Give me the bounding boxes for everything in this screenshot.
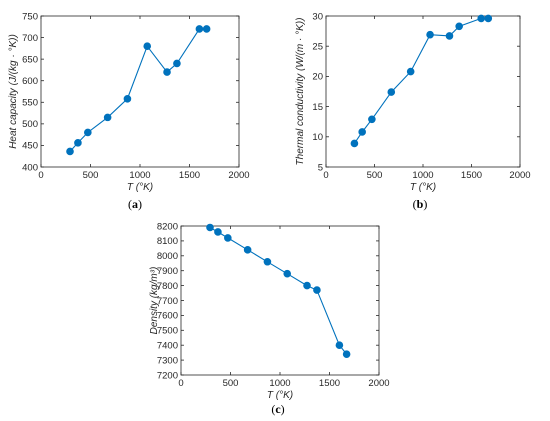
- data-point: [84, 128, 92, 137]
- data-point: [243, 246, 252, 254]
- data-point: [477, 14, 486, 23]
- data-point: [173, 59, 181, 68]
- y-axis-label: Density (kg/m³): [149, 267, 160, 335]
- x-tick-label: 0: [323, 170, 328, 181]
- series-line: [353, 17, 489, 144]
- y-tick-label: 5: [318, 162, 323, 173]
- y-tick-label: 650: [22, 54, 38, 65]
- data-point: [445, 32, 454, 40]
- data-point: [484, 14, 493, 23]
- panel-caption: (b): [413, 197, 428, 211]
- x-axis-label: T (°K): [127, 182, 153, 193]
- data-point: [66, 147, 74, 156]
- data-point: [342, 350, 351, 358]
- series-line: [209, 227, 348, 355]
- data-point: [123, 95, 132, 103]
- data-point: [335, 341, 344, 350]
- panel-thermal-conductivity: 0 500 1000 1500 2000 5 10 15 20 25 30 T (°K) Thermal…: [295, 11, 531, 211]
- data-point: [350, 139, 359, 148]
- y-tick-label: 7500: [157, 326, 178, 337]
- y-tick-label: 600: [22, 76, 38, 87]
- x-tick-label: 1500: [319, 378, 340, 389]
- data-point: [103, 113, 112, 122]
- data-point: [358, 128, 366, 136]
- y-tick-label: 15: [312, 102, 323, 113]
- data-point: [387, 88, 396, 96]
- x-tick-label: 1500: [461, 170, 482, 181]
- data-point: [263, 257, 272, 266]
- data-point: [202, 25, 211, 33]
- data-point: [143, 42, 152, 51]
- y-tick-label: 30: [312, 11, 323, 22]
- y-axis-label: Thermal conductivity (W/(m · °K)): [295, 18, 306, 166]
- y-tick-label: 25: [312, 42, 323, 53]
- panel-caption: (a): [128, 197, 142, 211]
- y-tick-label: 450: [22, 141, 38, 152]
- y-tick-label: 750: [22, 11, 38, 22]
- data-point: [74, 139, 82, 147]
- y-tick-label: 20: [312, 72, 323, 83]
- data-point: [224, 234, 232, 242]
- y-tick-label: 8200: [157, 221, 178, 232]
- x-tick-label: 1000: [412, 170, 433, 181]
- y-tick-label: 7700: [157, 296, 178, 307]
- data-point: [163, 68, 171, 76]
- x-tick-label: 2000: [228, 170, 249, 181]
- data-point: [455, 22, 463, 31]
- x-tick-label: 1500: [179, 170, 200, 181]
- y-tick-label: 550: [22, 98, 38, 109]
- panel-caption: (c): [271, 402, 284, 416]
- y-tick-label: 7300: [157, 355, 178, 366]
- x-axis-label: T (°K): [410, 182, 436, 193]
- x-tick-label: 2000: [368, 378, 389, 389]
- x-tick-label: 500: [367, 170, 383, 181]
- data-point: [303, 281, 311, 290]
- y-tick-label: 500: [22, 119, 38, 130]
- x-tick-label: 500: [223, 378, 239, 389]
- data-point: [313, 286, 321, 294]
- data-point: [214, 228, 222, 236]
- panel-heat-capacity: 0 500 1000 1500 2000 400 450 500 550 600 650 700 750…: [8, 11, 250, 211]
- data-point: [406, 67, 415, 76]
- data-point: [368, 115, 376, 124]
- y-tick-label: 7200: [157, 370, 178, 381]
- y-tick-label: 7400: [157, 341, 178, 352]
- panel-density: 0 500 1000 1500 2000 7200 7300 7400 7500 7600 7700…: [149, 221, 390, 416]
- data-point: [283, 269, 292, 278]
- plot-area-frame: [40, 15, 240, 168]
- y-tick-label: 7900: [157, 266, 178, 277]
- x-tick-label: 0: [38, 170, 43, 181]
- data-point: [195, 25, 204, 33]
- y-tick-label: 7800: [157, 281, 178, 292]
- y-tick-label: 8100: [157, 236, 178, 247]
- y-tick-label: 7600: [157, 311, 178, 322]
- x-tick-label: 1000: [129, 170, 150, 181]
- x-tick-label: 0: [178, 378, 183, 389]
- x-tick-label: 1000: [269, 378, 290, 389]
- y-tick-label: 10: [312, 132, 323, 143]
- x-tick-label: 500: [83, 170, 99, 181]
- data-point: [426, 30, 434, 39]
- x-tick-label: 2000: [509, 170, 530, 181]
- series-line: [69, 28, 207, 152]
- data-point: [206, 223, 214, 232]
- x-axis-label: T (°K): [267, 390, 293, 401]
- y-axis-label: Heat capacity (J/(kg · °K)): [8, 34, 19, 149]
- y-tick-label: 8000: [157, 251, 178, 262]
- y-tick-label: 700: [22, 33, 38, 44]
- y-tick-label: 400: [22, 162, 38, 173]
